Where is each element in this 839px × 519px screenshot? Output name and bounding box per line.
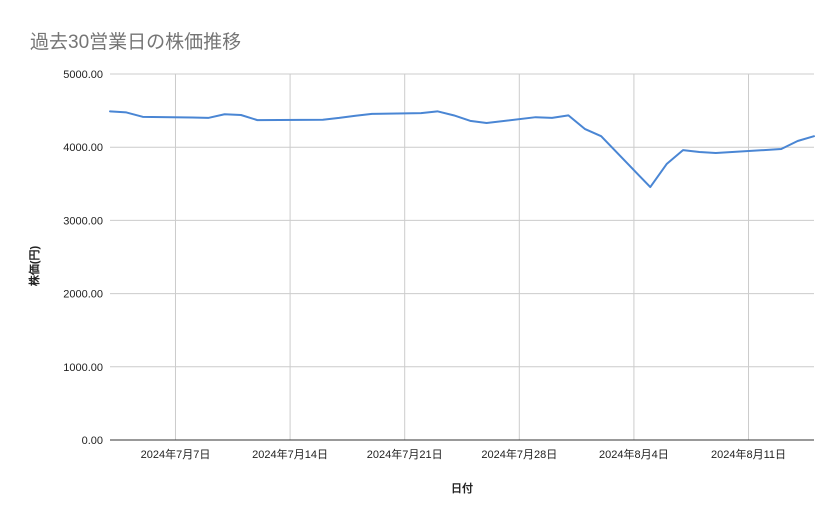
data-point: [369, 111, 374, 116]
data-point: [599, 134, 604, 139]
series-layer: [108, 109, 817, 190]
x-tick-label: 2024年7月28日: [481, 447, 557, 461]
y-tick-label: 2000.00: [63, 289, 103, 301]
data-point: [697, 149, 702, 154]
data-point: [140, 114, 145, 119]
y-tick-label: 1000.00: [63, 362, 103, 374]
data-point: [713, 151, 718, 156]
data-point: [779, 147, 784, 152]
data-point: [255, 118, 260, 123]
data-point: [681, 148, 686, 153]
data-point: [468, 118, 473, 123]
data-point: [108, 109, 113, 114]
y-tick-label: 3000.00: [63, 215, 103, 227]
x-tick-label: 2024年7月21日: [367, 447, 443, 461]
data-point: [320, 117, 325, 122]
data-point: [419, 111, 424, 116]
data-point: [238, 112, 243, 117]
data-point: [222, 112, 227, 117]
data-point: [484, 121, 489, 126]
y-tick-label: 4000.00: [63, 142, 103, 154]
axis-labels: 2024年7月7日 2024年7月14日 2024年7月21日 2024年7月28日 2…: [63, 69, 786, 461]
data-point: [812, 134, 817, 139]
data-point: [435, 109, 440, 114]
data-point: [124, 110, 129, 115]
data-point: [337, 115, 342, 120]
data-point: [582, 126, 587, 131]
y-tick-label: 5000.00: [63, 69, 103, 81]
chart-title: 過去30営業日の株価推移: [30, 31, 241, 53]
x-tick-label: 2024年7月7日: [141, 447, 211, 461]
data-point: [566, 113, 571, 118]
x-tick-label: 2024年8月4日: [599, 447, 669, 461]
y-axis-title: 株価(円): [27, 246, 41, 287]
x-axis-title: 日付: [451, 481, 473, 495]
data-point: [353, 113, 358, 118]
series-line: [109, 110, 815, 189]
data-point: [189, 115, 194, 120]
data-point: [206, 115, 211, 120]
data-point: [533, 115, 538, 120]
x-tick-label: 2024年7月14日: [252, 447, 328, 461]
data-point: [648, 185, 653, 190]
data-point: [795, 138, 800, 143]
gridlines: [110, 73, 814, 441]
y-tick-label: 0.00: [82, 435, 103, 447]
data-point: [664, 162, 669, 167]
data-point: [451, 113, 456, 118]
x-tick-label: 2024年8月11日: [711, 447, 786, 461]
data-point: [550, 115, 555, 120]
